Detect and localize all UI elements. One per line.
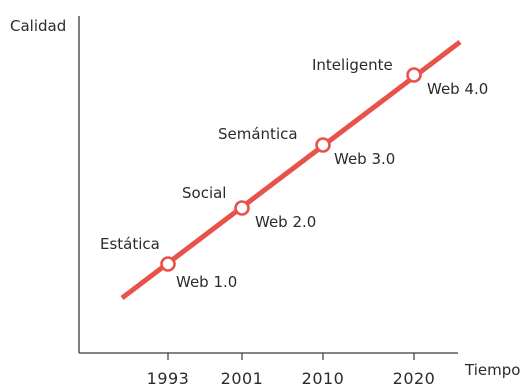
point-version-label: Web 2.0: [255, 213, 316, 231]
point-version-label: Web 4.0: [427, 80, 488, 98]
series-line-group: [120, 40, 462, 300]
point-category-label: Semántica: [218, 125, 298, 143]
x-tick-label: 2010: [302, 369, 345, 385]
y-axis-label: Calidad: [10, 17, 66, 35]
data-point-marker: [160, 256, 176, 272]
point-category-label: Inteligente: [312, 56, 393, 74]
point-category-label: Social: [182, 184, 226, 202]
x-tick-label: 1993: [147, 369, 190, 385]
series-line: [120, 40, 462, 300]
x-ticks: 1993 2001 2010 2020: [147, 353, 436, 385]
data-point-marker: [406, 67, 422, 83]
point-version-label: Web 1.0: [176, 273, 237, 291]
x-axis-label: Tiempo: [464, 361, 520, 379]
x-tick-label: 2020: [393, 369, 436, 385]
points-group: Estática Web 1.0 Social Web 2.0 Semántica Web…: [100, 56, 488, 291]
point-version-label: Web 3.0: [334, 150, 395, 168]
data-point-marker: [315, 137, 331, 153]
x-tick-label: 2001: [221, 369, 264, 385]
point-category-label: Estática: [100, 235, 160, 253]
data-point-marker: [234, 200, 250, 216]
